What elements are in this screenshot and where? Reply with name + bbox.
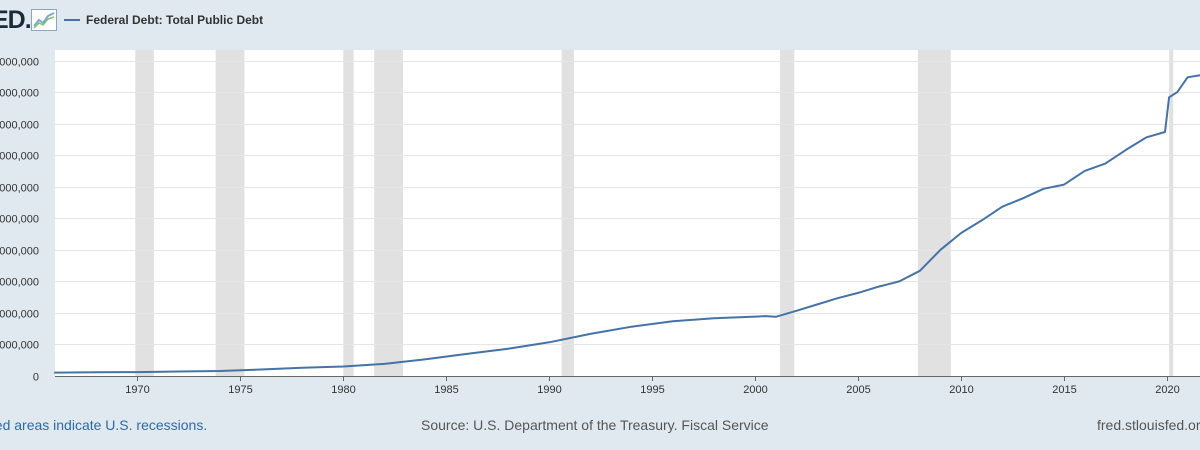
site-link[interactable]: fred.stlouisfed.or (1097, 417, 1200, 433)
x-tick-label: 2015 (1052, 384, 1076, 396)
recession-band (374, 50, 404, 376)
x-tick-label: 1980 (331, 384, 355, 396)
x-tick-label: 2000 (743, 384, 767, 396)
y-tick-label: 000,000 (0, 151, 39, 163)
y-tick-label: 000,000 (0, 340, 39, 352)
series-line-federal-debt (54, 74, 1200, 374)
recession-band (343, 50, 354, 376)
legend-swatch (64, 19, 80, 21)
y-tick-label: 000,000 (0, 57, 39, 69)
x-tick-label: 2020 (1155, 384, 1179, 396)
recession-band (135, 50, 154, 376)
x-tick-label: 1990 (537, 384, 561, 396)
y-tick-label: 000,000 (0, 88, 39, 100)
recession-band (917, 50, 951, 376)
y-tick-label: 000,000 (0, 120, 39, 132)
x-tick-label: 1985 (434, 384, 458, 396)
y-tick-label: 0 (33, 372, 39, 384)
chart-header: ED. Federal Debt: Total Public Debt (0, 0, 1200, 48)
recession-band (779, 50, 795, 376)
recession-band (1169, 50, 1174, 376)
plot-area (55, 50, 1200, 376)
y-tick-label: 000,000 (0, 214, 39, 226)
fred-logo-text[interactable]: ED. (0, 6, 32, 34)
x-tick-label: 2010 (949, 384, 973, 396)
x-tick-label: 1995 (640, 384, 664, 396)
x-tick-label: 2005 (846, 384, 870, 396)
x-tick-label: 1975 (228, 384, 252, 396)
y-tick-label: 000,000 (0, 246, 39, 258)
chart-legend: Federal Debt: Total Public Debt (64, 12, 263, 28)
recession-band (215, 50, 245, 376)
recession-band (561, 50, 574, 376)
y-tick-label: 000,000 (0, 183, 39, 195)
legend-label: Federal Debt: Total Public Debt (86, 13, 264, 27)
recession-note: ded areas indicate U.S. recessions. (0, 417, 208, 433)
y-tick-label: 000,000 (0, 309, 39, 321)
x-tick-label: 1970 (125, 384, 149, 396)
source-text: Source: U.S. Department of the Treasury.… (421, 417, 769, 433)
line-chart: 0 000,000 000,000 000,000 000,000 000,000 000,… (0, 50, 1200, 396)
fred-chart-logo-icon[interactable] (31, 9, 57, 31)
y-tick-label: 000,000 (0, 277, 39, 289)
